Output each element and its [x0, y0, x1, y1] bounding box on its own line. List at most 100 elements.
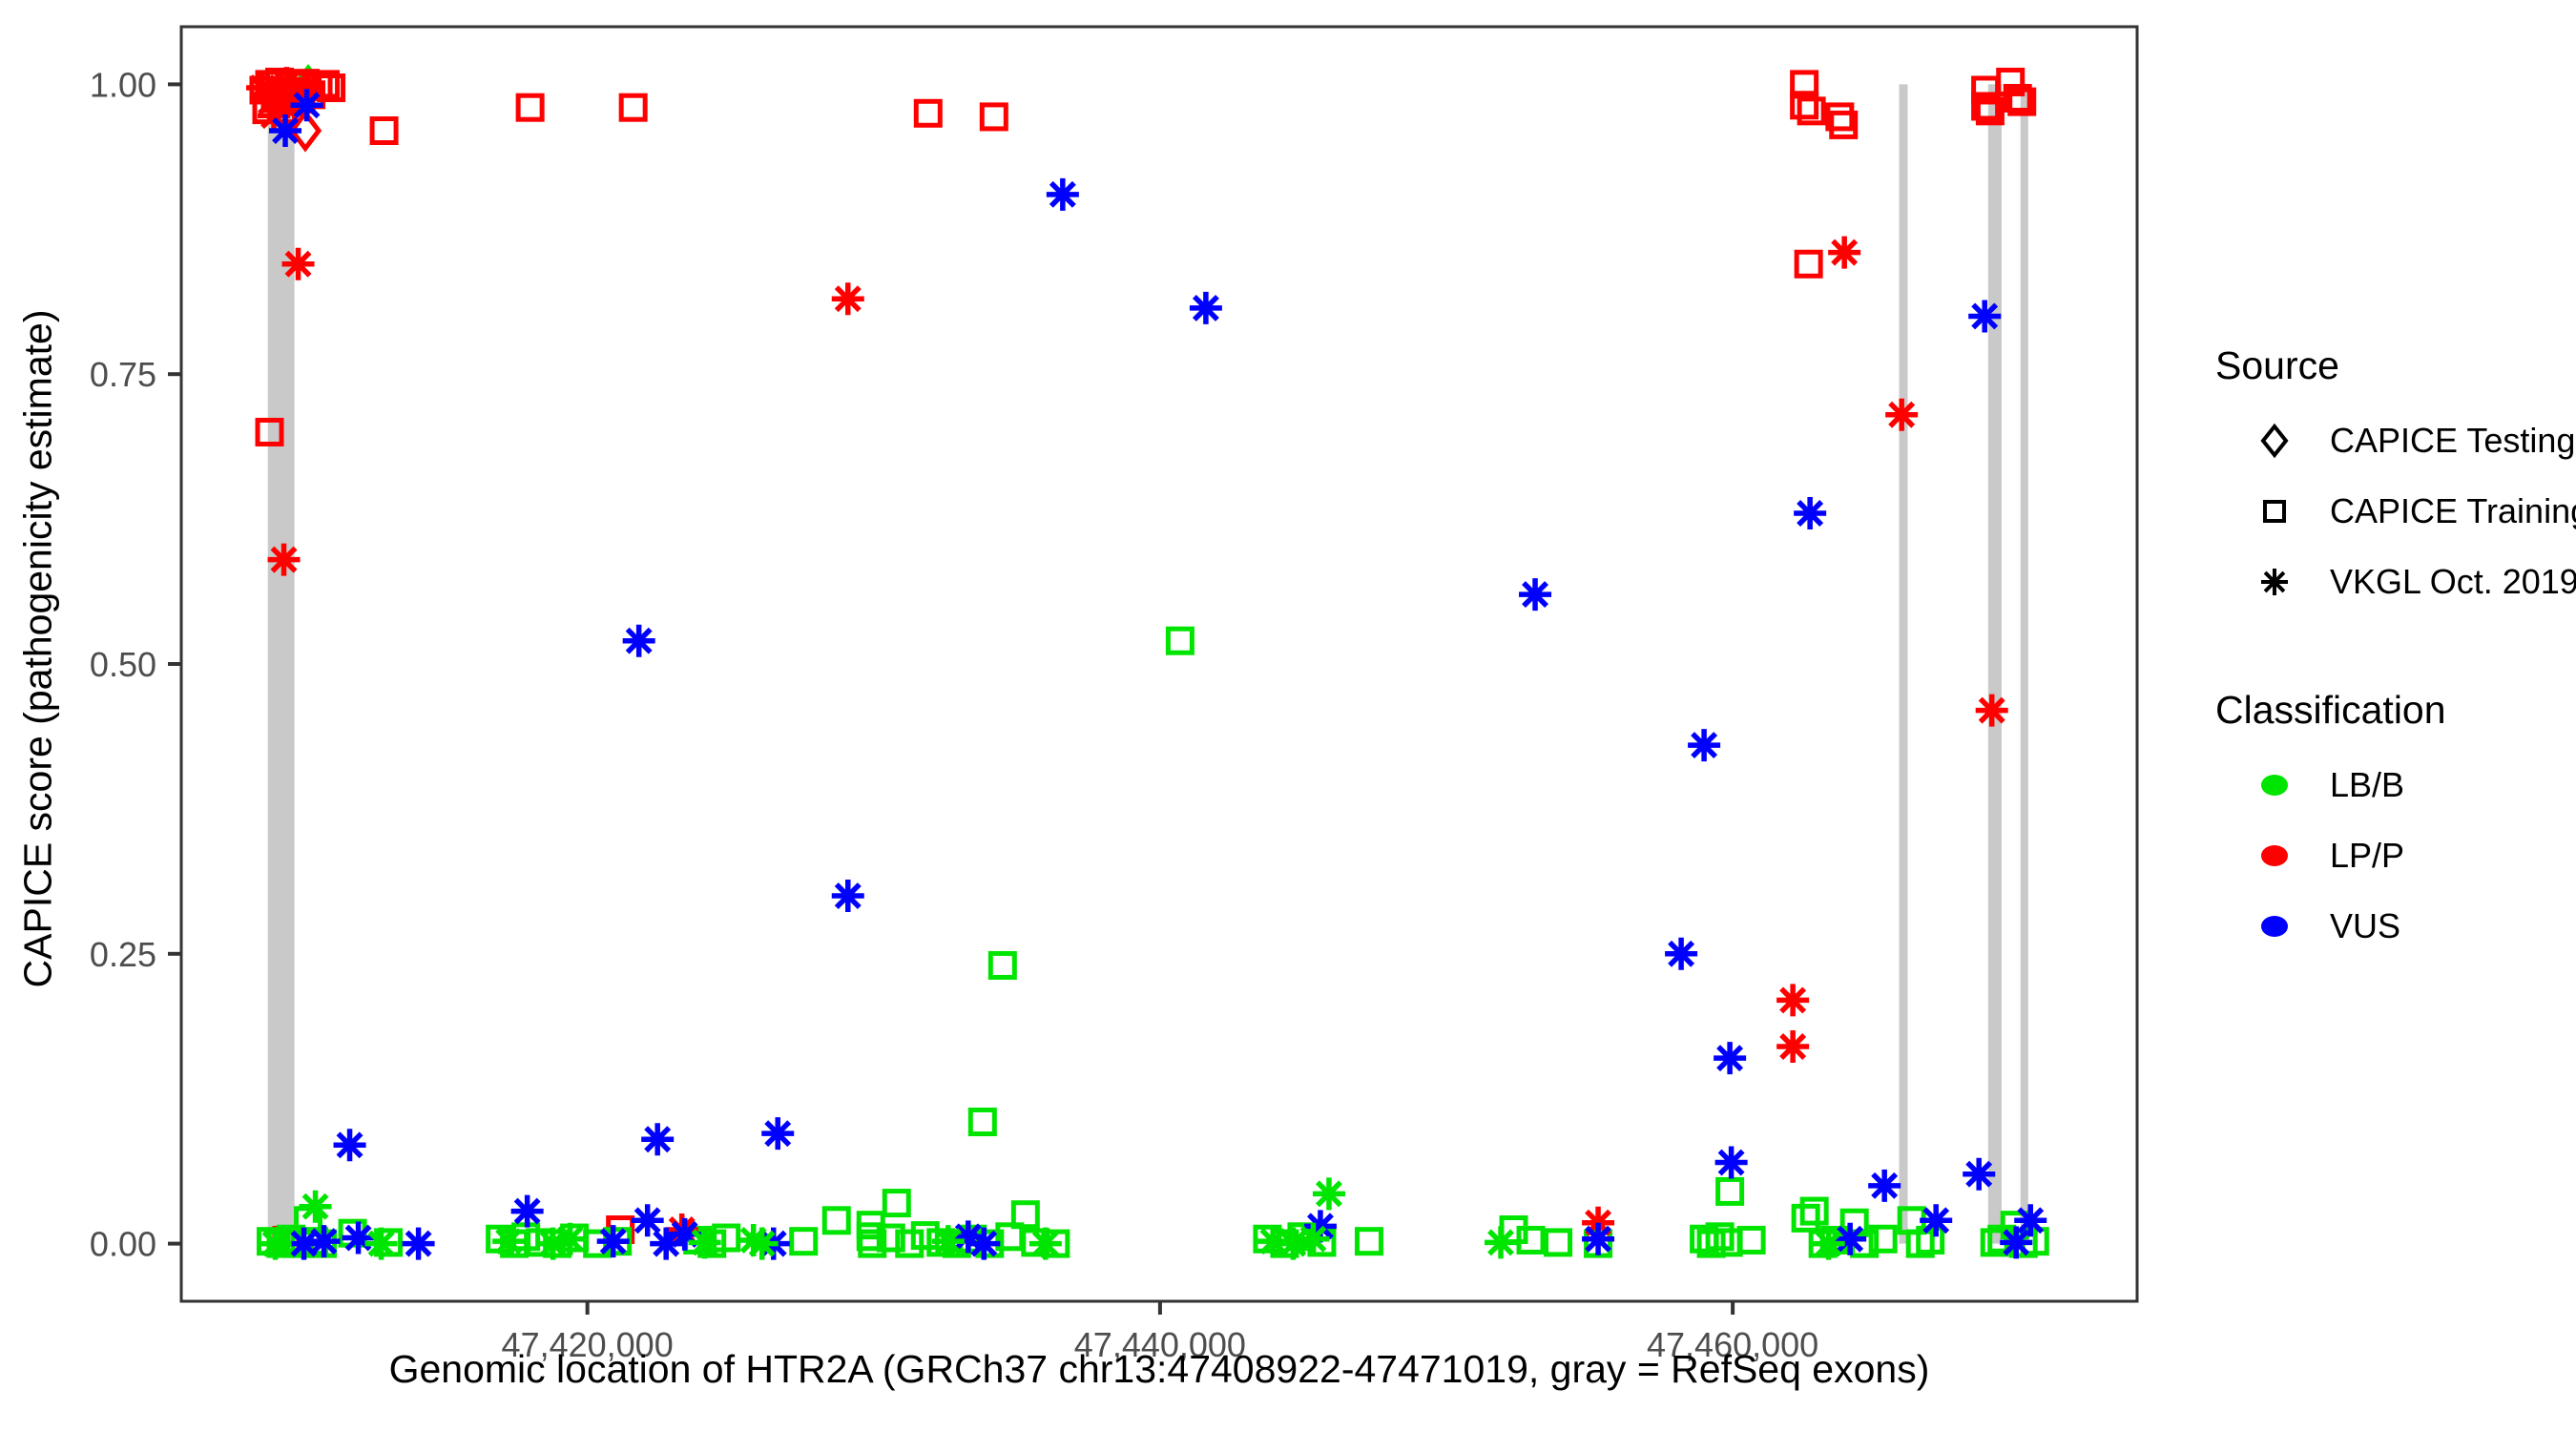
point-asterisk	[1312, 1177, 1345, 1211]
diamond-icon	[2244, 414, 2305, 467]
point-asterisk	[967, 1227, 1001, 1260]
point-square	[1705, 1222, 1735, 1252]
glyph-shape	[2261, 916, 2288, 937]
point-asterisk	[333, 1129, 366, 1162]
point-asterisk	[622, 624, 655, 657]
point-square	[882, 1189, 911, 1218]
glyph-shape	[2261, 775, 2288, 796]
point-square	[821, 1206, 851, 1235]
point-diamond	[288, 109, 322, 153]
point-asterisk	[1688, 729, 1721, 762]
legend-source: Source CAPICE Testing CAPICE Training VKGL…	[2215, 343, 2576, 617]
point-square	[2007, 87, 2037, 116]
point-asterisk	[831, 880, 864, 913]
point-square	[1790, 91, 1819, 120]
point-asterisk	[1776, 984, 1810, 1017]
point-asterisk	[259, 1227, 292, 1260]
legend-classification: Classification LB/B LP/P VUS	[2215, 688, 2570, 962]
point-square	[369, 116, 399, 146]
point-asterisk	[1028, 1227, 1062, 1260]
point-asterisk	[1776, 1030, 1810, 1064]
point-asterisk	[1714, 1042, 1747, 1075]
square-icon	[2263, 500, 2286, 523]
point-asterisk	[1963, 1157, 1996, 1191]
point-asterisk	[281, 247, 315, 280]
point-asterisk	[631, 1204, 664, 1237]
point-asterisk	[1046, 177, 1079, 211]
legend-item-capice-testing: CAPICE Testing	[2215, 405, 2575, 476]
legend-item-capice-training: CAPICE Training	[2215, 476, 2576, 547]
point-square	[1354, 1227, 1383, 1256]
point-square	[1544, 1228, 1573, 1257]
refseq-exon-bar	[2020, 84, 2028, 1244]
point-asterisk	[1297, 1222, 1330, 1255]
diamond-icon	[2260, 423, 2289, 459]
point-asterisk	[1812, 1227, 1845, 1260]
point-square	[618, 93, 648, 122]
point-square	[789, 1227, 819, 1256]
legend: Source CAPICE Testing CAPICE Training VKGL…	[2215, 343, 2576, 1032]
color-dot-icon	[2244, 829, 2305, 882]
point-square	[1696, 1229, 1726, 1258]
point-asterisk	[269, 114, 302, 148]
x-axis-title: Genomic location of HTR2A (GRCh37 chr13:…	[388, 1347, 1930, 1391]
point-asterisk	[1794, 497, 1827, 530]
plot-panel-border	[179, 25, 2139, 1303]
point-square	[1975, 96, 2005, 126]
point-asterisk	[931, 1225, 965, 1258]
point-asterisk	[270, 67, 303, 100]
point-asterisk	[596, 1225, 630, 1258]
point-asterisk	[299, 1190, 332, 1223]
point-asterisk	[1920, 1204, 1953, 1237]
point-square	[1715, 1176, 1745, 1206]
legend-source-title: Source	[2215, 343, 2339, 387]
point-asterisk	[1714, 1146, 1748, 1179]
y-axis-tick-label: 0.00	[90, 1225, 156, 1264]
point-asterisk	[1485, 1226, 1518, 1259]
point-asterisk	[1519, 578, 1552, 612]
point-asterisk	[1975, 694, 2008, 727]
asterisk-icon	[2244, 555, 2305, 609]
point-asterisk	[1968, 300, 2002, 333]
point-asterisk	[307, 1225, 341, 1258]
point-square	[1829, 110, 1859, 139]
point-square	[1799, 1196, 1829, 1226]
point-square	[987, 950, 1017, 980]
point-square	[1825, 102, 1855, 132]
point-square	[858, 1229, 887, 1258]
point-asterisk	[1277, 1227, 1310, 1260]
point-asterisk	[342, 1221, 375, 1255]
point-square	[967, 1108, 997, 1137]
legend-classification-title: Classification	[2215, 688, 2446, 732]
point-square	[1868, 1224, 1898, 1254]
point-square	[2003, 83, 2032, 113]
legend-item-label: CAPICE Training	[2330, 491, 2576, 530]
x-axis-tick-label: 47,420,000	[502, 1325, 674, 1364]
point-square	[913, 98, 943, 128]
point-asterisk	[364, 1227, 398, 1260]
point-square	[910, 1221, 940, 1251]
color-dot-icon	[2244, 900, 2305, 953]
x-axis-tick-label: 47,440,000	[1074, 1325, 1246, 1364]
point-asterisk	[1828, 236, 1861, 269]
refseq-exon-bar	[267, 84, 295, 1244]
point-square	[515, 93, 545, 122]
legend-item-label: LP/P	[2330, 836, 2405, 875]
color-dot-icon	[2244, 758, 2305, 812]
point-asterisk	[492, 1225, 526, 1258]
point-asterisk	[1189, 291, 1222, 324]
y-axis-tick-label: 1.00	[90, 65, 156, 104]
point-asterisk	[2000, 1226, 2033, 1259]
point-square	[876, 1223, 905, 1253]
point-square	[1791, 1203, 1820, 1233]
point-asterisk	[641, 1123, 675, 1156]
dot-icon	[2261, 845, 2288, 866]
glyph-shape	[2261, 845, 2288, 866]
point-square	[1794, 249, 1823, 279]
point-asterisk	[510, 1194, 544, 1228]
y-axis-title: CAPICE score (pathogenicity estimate)	[15, 309, 60, 988]
point-square	[317, 73, 346, 103]
point-square	[1790, 70, 1819, 99]
